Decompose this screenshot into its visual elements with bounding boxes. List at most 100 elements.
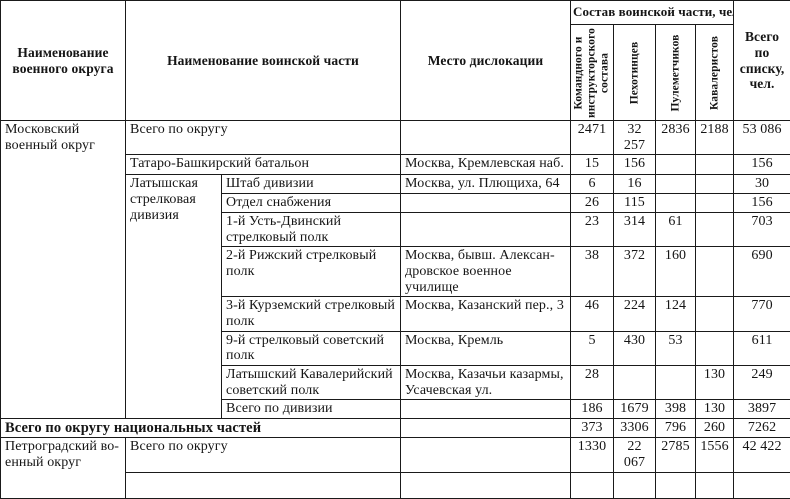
table-row: Московский военный округ Всего по округу… (1, 121, 790, 155)
header-infantry: Пехотинцев (614, 25, 656, 121)
cell-infantry: 1679 (614, 400, 656, 419)
cell-unit: Всего по округу (126, 121, 401, 155)
cell-total: 770 (734, 297, 790, 331)
cell-cavalry (696, 472, 734, 498)
cell-location (401, 194, 571, 213)
cell-machinegunners: 160 (656, 247, 696, 297)
cell-unit: Всего по округу (126, 438, 401, 472)
cell-machinegunners (656, 366, 696, 400)
header-total: Всего по списку, чел. (734, 1, 790, 121)
cell-infantry: 314 (614, 213, 656, 247)
cell-total: 3897 (734, 400, 790, 419)
cell-location (401, 419, 571, 438)
cell-infantry: 16 (614, 175, 656, 194)
cell-machinegunners (656, 194, 696, 213)
header-machinegunners-label: Пулеметчиков (669, 27, 682, 119)
cell-cavalry (696, 297, 734, 331)
header-commanders-label: Командного и инструкторского состава (573, 27, 612, 119)
cell-commanders: 28 (571, 366, 614, 400)
cell-location: Москва, Казанский пер., 3 (401, 297, 571, 331)
cell-cavalry: 260 (696, 419, 734, 438)
cell-location: Москва, бывш. Алексан­дровское военное у… (401, 247, 571, 297)
cell-unit: Всего по дивизии (222, 400, 401, 419)
cell-infantry: 22 067 (614, 438, 656, 472)
cell-unit: Отдел снабжения (222, 194, 401, 213)
cell-infantry: 156 (614, 155, 656, 175)
cell-location (401, 121, 571, 155)
cell-commanders: 186 (571, 400, 614, 419)
cell-total: 42 422 (734, 438, 790, 472)
cell-machinegunners: 124 (656, 297, 696, 331)
table-row-national-total: Всего по округу национальных частей 373 … (1, 419, 790, 438)
cell-commanders: 38 (571, 247, 614, 297)
cell-total: 53 086 (734, 121, 790, 155)
header-row-top: Наименование военного округа Наименовани… (1, 1, 790, 25)
cell-total: 611 (734, 331, 790, 365)
header-cavalry: Кавалеристов (696, 25, 734, 121)
cell-total: 690 (734, 247, 790, 297)
header-infantry-label: Пехотинцев (628, 27, 641, 119)
cell-cavalry: 130 (696, 366, 734, 400)
cell-location: Москва, Казачьи казармы, Усачевская ул. (401, 366, 571, 400)
cell-cavalry: 130 (696, 400, 734, 419)
cell-unit: 9-й стрелковый советский полк (222, 331, 401, 365)
cell-total: 7262 (734, 419, 790, 438)
cell-total: 156 (734, 194, 790, 213)
cell-machinegunners: 2836 (656, 121, 696, 155)
cell-total: 30 (734, 175, 790, 194)
cell-total: 249 (734, 366, 790, 400)
cell-machinegunners (656, 472, 696, 498)
cell-location (401, 400, 571, 419)
table-row: Петроградский во-енный округ Всего по ок… (1, 438, 790, 472)
cell-commanders: 46 (571, 297, 614, 331)
cell-machinegunners: 61 (656, 213, 696, 247)
cell-location: Москва, Кремлевская наб. (401, 155, 571, 175)
cell-total: 156 (734, 155, 790, 175)
header-location: Место дислокации (401, 1, 571, 121)
cell-cavalry (696, 213, 734, 247)
cell-location (401, 472, 571, 498)
cell-division-latvian: Латышская стрелковая дивизия (126, 175, 222, 419)
cell-commanders: 26 (571, 194, 614, 213)
cell-cavalry (696, 331, 734, 365)
cell-unit: Татаро-Башкирский батальон (126, 155, 401, 175)
header-district: Наименование военного округа (1, 1, 126, 121)
cell-location: Москва, ул. Плющиха, 64 (401, 175, 571, 194)
cell-unit: 3-й Курземский стрелковый полк (222, 297, 401, 331)
cell-total (734, 472, 790, 498)
cell-commanders: 2471 (571, 121, 614, 155)
cell-district-moscow: Московский военный округ (1, 121, 126, 419)
cell-commanders: 1330 (571, 438, 614, 472)
header-composition: Состав воинской части, чел. (571, 1, 734, 25)
cell-machinegunners: 2785 (656, 438, 696, 472)
cell-location: Москва, Кремль (401, 331, 571, 365)
header-cavalry-label: Кавалеристов (708, 27, 721, 119)
cell-cavalry (696, 155, 734, 175)
cell-commanders (571, 472, 614, 498)
cell-total: 703 (734, 213, 790, 247)
cell-cavalry: 1556 (696, 438, 734, 472)
cell-infantry: 372 (614, 247, 656, 297)
cell-national-total-label: Всего по округу национальных частей (1, 419, 401, 438)
cell-unit: 1-й Усть-Двинский стрелковый полк (222, 213, 401, 247)
header-machinegunners: Пулеметчиков (656, 25, 696, 121)
header-unit: Наименование воинской части (126, 1, 401, 121)
cell-commanders: 6 (571, 175, 614, 194)
cell-unit: 2-й Рижский стрелковый полк (222, 247, 401, 297)
cell-infantry: 115 (614, 194, 656, 213)
cell-machinegunners (656, 175, 696, 194)
cell-machinegunners: 398 (656, 400, 696, 419)
cell-infantry (614, 472, 656, 498)
cell-unit: Латышский Кавалерийский советский полк (222, 366, 401, 400)
cell-cavalry (696, 175, 734, 194)
cell-commanders: 15 (571, 155, 614, 175)
cell-cavalry (696, 194, 734, 213)
cell-machinegunners: 53 (656, 331, 696, 365)
cell-infantry: 430 (614, 331, 656, 365)
cell-district-petrograd: Петроградский во-енный округ (1, 438, 126, 498)
cell-location (401, 213, 571, 247)
cell-infantry (614, 366, 656, 400)
cell-unit: Штаб дивизии (222, 175, 401, 194)
cell-machinegunners: 796 (656, 419, 696, 438)
